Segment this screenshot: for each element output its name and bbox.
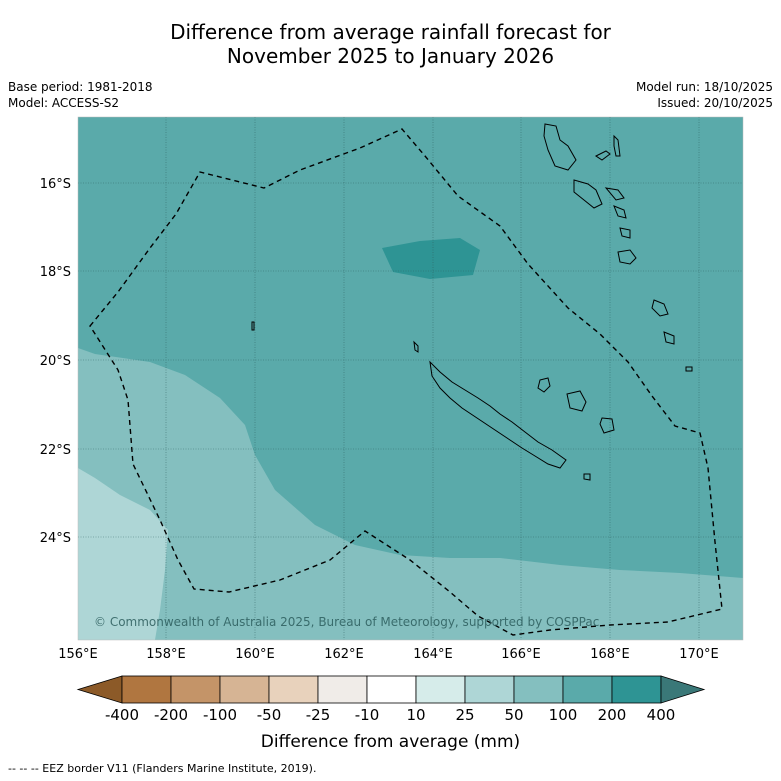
belep-islands: [413, 340, 419, 353]
colorbar-extend-low: [76, 675, 123, 704]
lon-label: 170°E: [679, 647, 719, 662]
new-caledonia-island: [429, 360, 567, 469]
lon-label: 160°E: [235, 647, 275, 662]
colorbar-tick-label: 25: [455, 706, 474, 724]
colorbar-segment: [611, 675, 662, 704]
maewo-island: [613, 134, 621, 157]
colorbar-tick-label: -100: [203, 706, 237, 724]
colorbar-tick-label: -50: [257, 706, 282, 724]
lon-label: 164°E: [413, 647, 453, 662]
lat-label: 16°S: [40, 177, 71, 192]
erromango-island: [617, 249, 637, 265]
title-line-1: Difference from average rainfall forecas…: [170, 20, 611, 44]
aneityum-island: [663, 331, 675, 345]
colorbar-label: Difference from average (mm): [260, 732, 521, 752]
ambae-island: [595, 150, 611, 161]
colorbar-segment: [562, 675, 613, 704]
tanna-island: [651, 299, 669, 317]
lat-label: 20°S: [40, 354, 71, 369]
colorbar-tick-label: -10: [355, 706, 380, 724]
colorbar-extend-high: [660, 675, 706, 704]
lon-label: 166°E: [501, 647, 541, 662]
chart-title: Difference from average rainfall forecas…: [0, 20, 781, 68]
colorbar-tick-label: 400: [647, 706, 676, 724]
colorbar-segment: [464, 675, 515, 704]
espiritu-santo-island: [543, 123, 577, 171]
colorbar-tick-label: 50: [504, 706, 523, 724]
colorbar-segment: [170, 675, 221, 704]
lon-labels: 156°E 158°E 160°E 162°E 164°E 166°E 168°…: [58, 647, 719, 662]
colorbar-segment: [366, 675, 417, 704]
malekula-island: [573, 179, 603, 209]
copyright-text: © Commonwealth of Australia 2025, Bureau…: [94, 615, 599, 629]
colorbar-segment: [513, 675, 564, 704]
colorbar-tick-label: 10: [406, 706, 425, 724]
colorbar-segment: [415, 675, 466, 704]
map-frame: [77, 116, 744, 641]
title-line-2: November 2025 to January 2026: [226, 44, 555, 68]
eez-border: [89, 128, 723, 636]
lon-label: 156°E: [58, 647, 98, 662]
model-name: Model: ACCESS-S2: [8, 96, 120, 110]
colorbar-tick-label: -25: [306, 706, 331, 724]
pentecost-island: [604, 187, 625, 201]
colorbar: -400 -200 -100 -50 -25 -10 10 25 50 100 200 400: [76, 675, 706, 724]
band-50-100: [78, 348, 743, 640]
band-200-400-patch: [382, 238, 480, 279]
lat-labels: 16°S 18°S 20°S 22°S 24°S: [40, 177, 71, 546]
lon-label: 168°E: [590, 647, 630, 662]
colorbar-tick-label: -400: [105, 706, 139, 724]
meta-left: Base period: 1981-2018 Model: ACCESS-S2: [8, 79, 153, 111]
map-area: © Commonwealth of Australia 2025, Bureau…: [78, 117, 743, 640]
lon-label: 162°E: [324, 647, 364, 662]
small-islet-chesterfield: [251, 321, 255, 331]
lat-label: 22°S: [40, 443, 71, 458]
model-run: Model run: 18/10/2025: [635, 80, 773, 94]
colorbar-segment: [317, 675, 368, 704]
lat-label: 24°S: [40, 531, 71, 546]
eez-legend-note: -- -- -- EEZ border V11 (Flanders Marine…: [8, 762, 317, 775]
lat-label: 18°S: [40, 265, 71, 280]
loyalty-island-3: [599, 417, 615, 434]
colorbar-tick-label: -200: [154, 706, 188, 724]
lon-label: 158°E: [146, 647, 186, 662]
loyalty-island-1: [537, 377, 551, 393]
efate-island: [619, 227, 631, 239]
colorbar-tick-label: 200: [598, 706, 627, 724]
graticule: [78, 117, 743, 640]
isle-of-pines: [583, 473, 591, 481]
meta-right: Model run: 18/10/2025 Issued: 20/10/2025: [636, 79, 773, 111]
loyalty-island-2: [566, 390, 587, 412]
colorbar-segment: [268, 675, 319, 704]
small-islet-east: [685, 366, 693, 372]
epi-island: [613, 205, 627, 219]
colorbar-tick-label: 100: [549, 706, 578, 724]
base-period: Base period: 1981-2018: [8, 80, 153, 94]
issued-date: Issued: 20/10/2025: [657, 96, 773, 110]
colorbar-segment: [219, 675, 270, 704]
band-25-50: [78, 468, 168, 640]
colorbar-segment: [121, 675, 172, 704]
